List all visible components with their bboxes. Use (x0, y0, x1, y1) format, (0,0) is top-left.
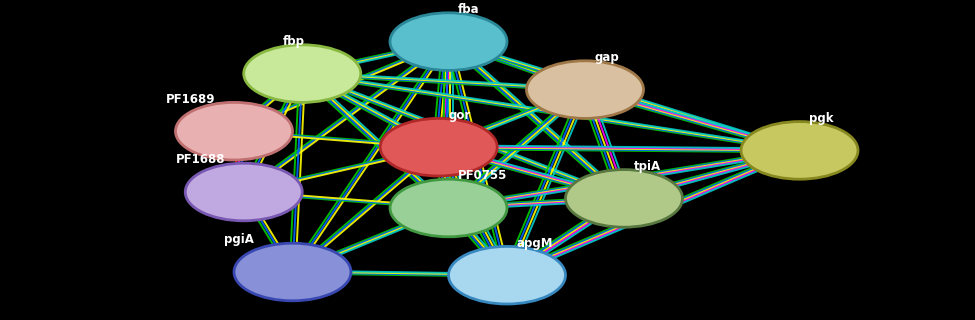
Ellipse shape (380, 118, 497, 176)
Ellipse shape (741, 122, 858, 179)
Text: gor: gor (448, 108, 471, 122)
Text: PF1689: PF1689 (166, 92, 215, 106)
Text: gap: gap (595, 51, 619, 64)
Text: pgk: pgk (809, 112, 834, 125)
Ellipse shape (244, 45, 361, 102)
Text: fba: fba (458, 3, 480, 16)
Ellipse shape (185, 163, 302, 221)
Ellipse shape (234, 243, 351, 301)
Text: pgiA: pgiA (224, 233, 254, 246)
Ellipse shape (448, 246, 566, 304)
Ellipse shape (176, 102, 292, 160)
Ellipse shape (390, 13, 507, 70)
Text: fbp: fbp (283, 35, 305, 48)
Text: apgM: apgM (517, 236, 553, 250)
Text: PF0755: PF0755 (458, 169, 508, 182)
Text: tpiA: tpiA (634, 160, 661, 173)
Ellipse shape (390, 179, 507, 237)
Ellipse shape (566, 170, 682, 227)
Ellipse shape (526, 61, 644, 118)
Text: PF1688: PF1688 (176, 153, 225, 166)
